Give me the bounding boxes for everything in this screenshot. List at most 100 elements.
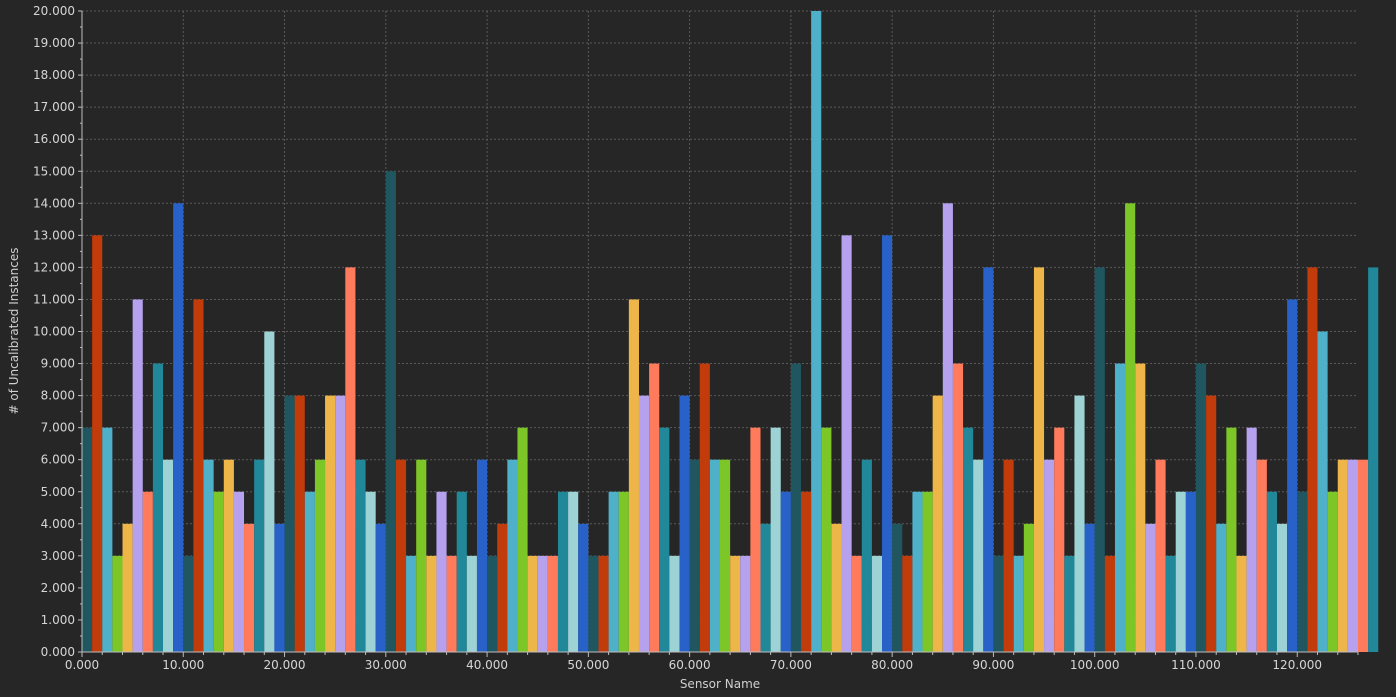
bar: [720, 459, 731, 652]
bar: [750, 427, 761, 652]
bar: [476, 459, 488, 652]
bar: [1145, 523, 1156, 652]
bar: [244, 523, 255, 652]
y-tick-label: 13.000: [33, 228, 75, 242]
y-tick-label: 8.000: [41, 389, 75, 403]
bar: [375, 523, 386, 652]
y-axis-title: # of Uncalibrated Instances: [7, 248, 21, 415]
bar: [254, 459, 265, 652]
bar: [618, 491, 629, 652]
bar: [932, 395, 943, 652]
bar: [861, 459, 872, 652]
bar: [942, 203, 953, 653]
bar: [274, 523, 285, 652]
bar: [203, 459, 214, 652]
bar: [436, 491, 447, 652]
bar: [1347, 459, 1358, 652]
y-tick-label: 15.000: [33, 164, 75, 178]
bar: [1185, 491, 1196, 652]
bar: [1256, 459, 1267, 652]
bar: [1195, 363, 1207, 652]
bar: [446, 555, 457, 652]
bar: [1023, 523, 1034, 652]
bar: [689, 459, 700, 652]
bar: [1206, 395, 1217, 652]
bar: [871, 555, 883, 652]
bar: [1074, 395, 1085, 652]
y-tick-label: 19.000: [33, 36, 75, 50]
bar: [1368, 267, 1379, 652]
bar: [487, 555, 498, 652]
bar: [588, 555, 599, 652]
bar: [92, 235, 103, 652]
y-tick-label: 1.000: [41, 613, 75, 627]
x-tick-label: 0.000: [65, 658, 99, 672]
bar: [1094, 267, 1105, 652]
y-tick-label: 0.000: [41, 645, 75, 659]
x-tick-label: 110.000: [1171, 658, 1221, 672]
x-tick-label: 70.000: [770, 658, 812, 672]
bar: [527, 555, 538, 652]
bar: [335, 395, 346, 652]
x-tick-label: 100.000: [1070, 658, 1120, 672]
y-tick-label: 3.000: [41, 549, 75, 563]
bar: [790, 363, 802, 652]
bar: [193, 299, 204, 652]
bar: [568, 491, 579, 652]
bar: [345, 267, 356, 652]
bar: [983, 267, 994, 652]
y-tick-label: 12.000: [33, 260, 75, 274]
bar: [173, 203, 184, 653]
x-tick-label: 90.000: [972, 658, 1014, 672]
bars: [82, 11, 1379, 653]
bar: [112, 555, 123, 652]
bar: [102, 427, 113, 652]
bar: [163, 459, 174, 652]
y-tick-label: 17.000: [33, 100, 75, 114]
y-tick-label: 7.000: [41, 421, 75, 435]
bar: [122, 523, 133, 652]
bar: [902, 555, 913, 652]
y-tick-label: 10.000: [33, 325, 75, 339]
bar: [497, 523, 508, 652]
bar: [1307, 267, 1318, 652]
bar: [1013, 555, 1024, 652]
bar: [456, 491, 467, 652]
bar: [922, 491, 933, 652]
bar: [679, 395, 690, 652]
y-tick-label: 9.000: [41, 357, 75, 371]
bar: [1064, 555, 1075, 652]
bar: [1236, 555, 1247, 652]
bar: [1104, 555, 1115, 652]
y-tick-label: 4.000: [41, 517, 75, 531]
bar: [608, 491, 619, 652]
bar: [1165, 555, 1176, 652]
y-tick-label: 18.000: [33, 68, 75, 82]
bar: [821, 427, 832, 652]
bar: [1084, 523, 1095, 652]
bar: [1266, 491, 1277, 652]
bar: [892, 523, 903, 652]
bar: [1287, 299, 1298, 652]
bar: [882, 235, 893, 652]
bar: [426, 555, 437, 652]
bar: [1246, 427, 1257, 652]
x-tick-label: 120.000: [1272, 658, 1322, 672]
bar: [264, 331, 275, 652]
bar: [598, 555, 609, 652]
x-tick-label: 40.000: [466, 658, 508, 672]
bar: [183, 555, 194, 652]
bar: [1337, 459, 1348, 652]
bar: [770, 427, 781, 652]
bar: [557, 491, 569, 652]
bar: [1226, 427, 1237, 652]
bar: [284, 395, 295, 652]
bar: [1135, 363, 1146, 652]
bar: [547, 555, 558, 652]
y-tick-label: 14.000: [33, 196, 75, 210]
bar: [831, 523, 842, 652]
bar: [355, 459, 366, 652]
bar: [851, 555, 862, 652]
bar: [1358, 459, 1369, 652]
